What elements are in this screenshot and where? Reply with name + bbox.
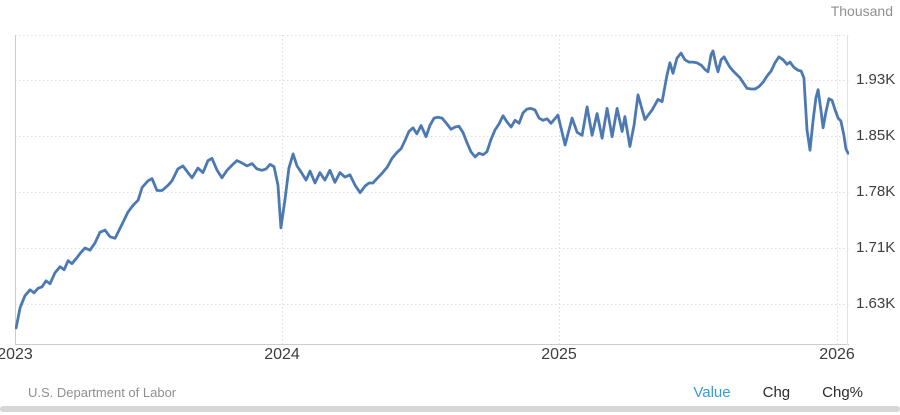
tab-chg-percent[interactable]: Chg% xyxy=(822,384,863,401)
y-tick-1.63K: 1.63K xyxy=(856,295,896,312)
x-tick-2025: 2025 xyxy=(541,346,577,363)
tab-value[interactable]: Value xyxy=(693,384,731,401)
x-tick-2026: 2026 xyxy=(819,346,855,363)
range-slider-scrollbar[interactable] xyxy=(0,406,900,412)
y-tick-1.93K: 1.93K xyxy=(856,71,896,88)
x-tick-2024: 2024 xyxy=(264,346,300,363)
source-label: U.S. Department of Labor xyxy=(28,385,177,400)
y-tick-1.78K: 1.78K xyxy=(856,183,896,200)
footer-tabs: Value Chg Chg% xyxy=(693,384,863,401)
chart-canvas[interactable] xyxy=(15,35,849,346)
tab-chg[interactable]: Chg xyxy=(762,384,791,401)
unit-label: Thousand xyxy=(830,3,893,19)
x-tick-2023: 2023 xyxy=(0,346,33,363)
value-series-line[interactable] xyxy=(15,49,849,330)
y-tick-1.85K: 1.85K xyxy=(856,127,896,144)
y-tick-1.71K: 1.71K xyxy=(856,239,896,256)
chart-plot-area[interactable] xyxy=(15,35,849,346)
